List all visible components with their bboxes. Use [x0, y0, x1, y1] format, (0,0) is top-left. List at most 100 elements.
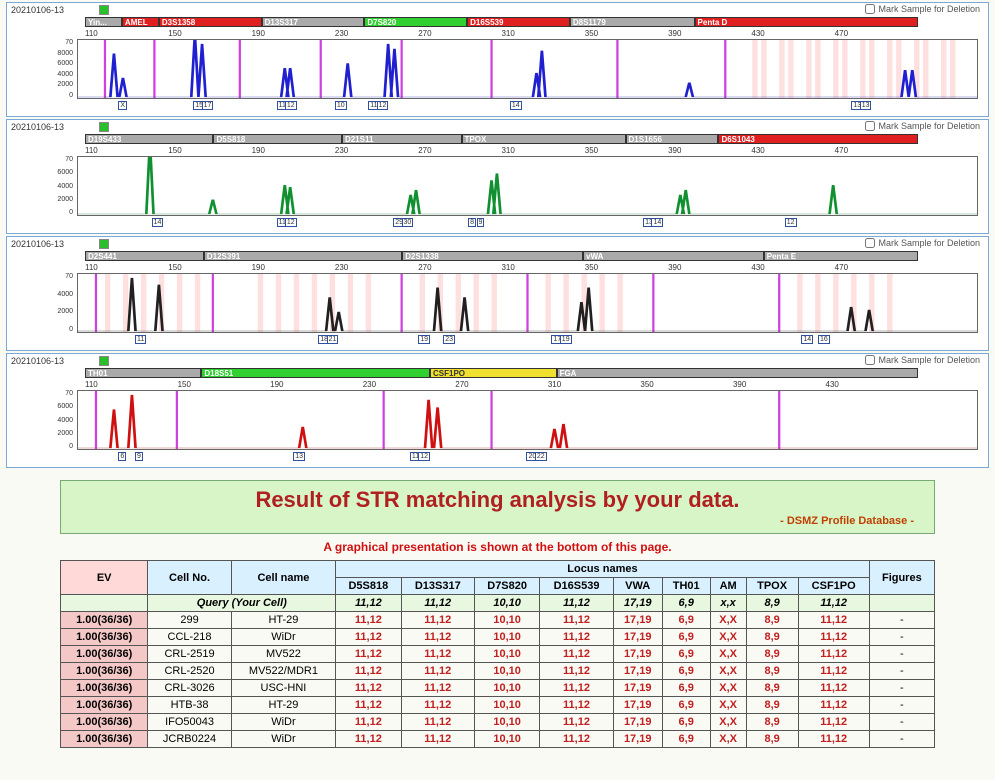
- locus-marker: D3S1358: [159, 17, 262, 27]
- mark-deletion-checkbox[interactable]: [865, 238, 875, 248]
- locus-value: 11,12: [336, 680, 401, 697]
- locus-marker: D21S11: [342, 134, 462, 144]
- table-row: 1.00(36/36) CRL-3026 USC-HNI11,1211,1210…: [61, 680, 935, 697]
- locus-value: X,X: [710, 612, 746, 629]
- table-row: 1.00(36/36) CRL-2520 MV522/MDR111,1211,1…: [61, 663, 935, 680]
- query-row: Query (Your Cell)11,1211,1210,1011,1217,…: [61, 595, 935, 612]
- locus-value: 11,12: [401, 731, 474, 748]
- result-database: - DSMZ Profile Database -: [81, 515, 914, 527]
- locus-value: X,X: [710, 697, 746, 714]
- figure-link[interactable]: -: [869, 629, 934, 646]
- locus-value: 11,12: [540, 663, 613, 680]
- x-axis-ruler: 110150190230270310350390430470: [85, 29, 918, 39]
- locus-value: 10,10: [474, 697, 539, 714]
- allele-call: 10: [335, 101, 347, 110]
- locus-value: 17,19: [613, 680, 662, 697]
- figure-link[interactable]: -: [869, 697, 934, 714]
- locus-value: 8,9: [746, 697, 798, 714]
- allele-call: 13: [860, 101, 872, 110]
- x-axis-ruler: 110150190230270310350390430: [85, 380, 918, 390]
- figure-link[interactable]: -: [869, 646, 934, 663]
- locus-marker: D6S1043: [718, 134, 918, 144]
- allele-call: 14: [651, 218, 663, 227]
- result-banner: Result of STR matching analysis by your …: [60, 480, 935, 534]
- allele-call: 12: [285, 101, 297, 110]
- cell-name: MV522/MDR1: [231, 663, 336, 680]
- allele-call: 12: [418, 452, 430, 461]
- allele-calls: 691311122022: [85, 452, 918, 463]
- table-row: 1.00(36/36) CRL-2519 MV52211,1211,1210,1…: [61, 646, 935, 663]
- locus-value: 11,12: [540, 680, 613, 697]
- locus-value: 11,12: [401, 612, 474, 629]
- allele-call: 13: [293, 452, 305, 461]
- allele-calls: 141112293089131412: [85, 218, 918, 229]
- mark-deletion-label: Mark Sample for Deletion: [878, 238, 980, 248]
- allele-call: 30: [402, 218, 414, 227]
- locus-value: 10,10: [474, 731, 539, 748]
- mark-sample-deletion[interactable]: Mark Sample for Deletion: [865, 238, 980, 248]
- electropherogram-panel: 20210106-13 Mark Sample for Deletion D2S4…: [6, 236, 989, 351]
- electropherogram-panel: 20210106-13 Mark Sample for DeletionD19S…: [6, 119, 989, 234]
- figure-link[interactable]: -: [869, 680, 934, 697]
- mark-sample-deletion[interactable]: Mark Sample for Deletion: [865, 121, 980, 131]
- figure-link[interactable]: -: [869, 612, 934, 629]
- col-locusnames: Locus names: [336, 561, 869, 578]
- panel-id: 20210106-13: [11, 356, 73, 366]
- locus-marker: Yin...: [85, 17, 122, 27]
- locus-value: 6,9: [662, 697, 710, 714]
- locus-value: 6,9: [662, 612, 710, 629]
- locus-marker: TPOX: [462, 134, 626, 144]
- mark-deletion-checkbox[interactable]: [865, 355, 875, 365]
- query-value: 11,12: [336, 595, 401, 612]
- electropherogram-chart: [77, 273, 978, 333]
- locus-value: 6,9: [662, 680, 710, 697]
- locus-value: 11,12: [798, 680, 869, 697]
- allele-call: 19: [418, 335, 430, 344]
- allele-call: 8: [468, 218, 476, 227]
- col-cellname: Cell name: [231, 561, 336, 595]
- locus-value: 11,12: [336, 646, 401, 663]
- locus-value: 6,9: [662, 629, 710, 646]
- mark-deletion-label: Mark Sample for Deletion: [878, 4, 980, 14]
- allele-call: 9: [135, 452, 143, 461]
- panel-id: 20210106-13: [11, 239, 73, 249]
- mark-sample-deletion[interactable]: Mark Sample for Deletion: [865, 4, 980, 14]
- ev-value: 1.00(36/36): [61, 646, 148, 663]
- figure-link[interactable]: -: [869, 714, 934, 731]
- locus-value: 8,9: [746, 731, 798, 748]
- locus-marker: D2S441: [85, 251, 204, 261]
- mark-deletion-checkbox[interactable]: [865, 4, 875, 14]
- locus-bar: TH01D18S51CSF1POFGA: [85, 368, 918, 378]
- locus-value: 8,9: [746, 680, 798, 697]
- figure-link[interactable]: -: [869, 663, 934, 680]
- cell-name: MV522: [231, 646, 336, 663]
- locus-value: 6,9: [662, 714, 710, 731]
- locus-value: 11,12: [336, 629, 401, 646]
- locus-value: 11,12: [798, 646, 869, 663]
- locus-value: 10,10: [474, 646, 539, 663]
- cell-no: CCL-218: [148, 629, 231, 646]
- locus-marker: CSF1PO: [430, 368, 557, 378]
- mark-deletion-checkbox[interactable]: [865, 121, 875, 131]
- locus-value: 6,9: [662, 663, 710, 680]
- locus-value: 17,19: [613, 731, 662, 748]
- allele-call: 14: [152, 218, 164, 227]
- query-value: 10,10: [474, 595, 539, 612]
- locus-value: X,X: [710, 731, 746, 748]
- mark-sample-deletion[interactable]: Mark Sample for Deletion: [865, 355, 980, 365]
- locus-marker: D12S391: [204, 251, 402, 261]
- locus-value: 11,12: [540, 629, 613, 646]
- col-ev: EV: [61, 561, 148, 595]
- locus-marker: AMEL: [122, 17, 159, 27]
- locus-value: 11,12: [540, 731, 613, 748]
- locus-column-header: VWA: [613, 578, 662, 595]
- allele-calls: 1118.321192317191416: [85, 335, 918, 346]
- figure-link[interactable]: -: [869, 731, 934, 748]
- ev-value: 1.00(36/36): [61, 629, 148, 646]
- allele-call: 19: [560, 335, 572, 344]
- locus-value: X,X: [710, 646, 746, 663]
- locus-marker: D2S1338: [402, 251, 583, 261]
- x-axis-ruler: 110150190230270310350390430470: [85, 263, 918, 273]
- locus-bar: Yin...AMELD3S1358D13S317D7S820D16S539D8S…: [85, 17, 918, 27]
- locus-column-header: TPOX: [746, 578, 798, 595]
